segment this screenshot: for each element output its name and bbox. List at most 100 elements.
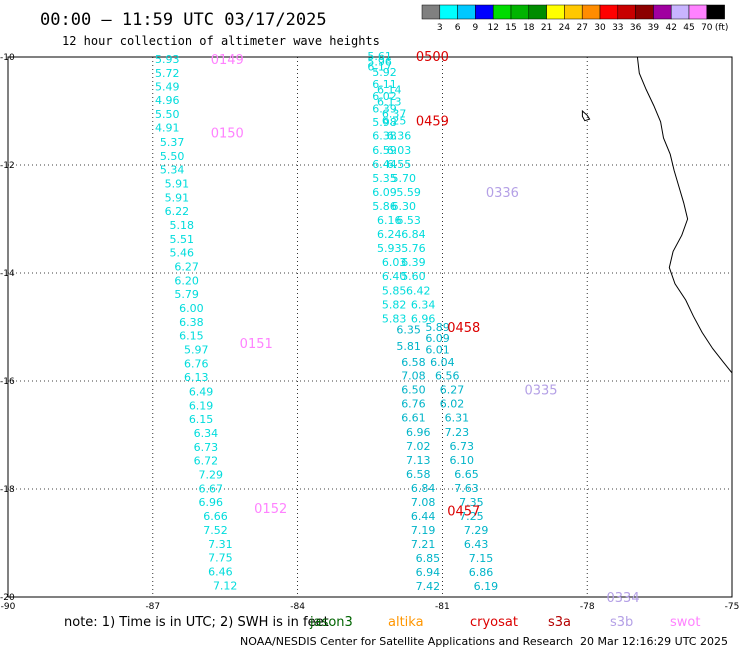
legend-label: 6 — [455, 23, 461, 33]
wave-height-value: 6.15 — [179, 330, 204, 343]
wave-height-value: 7.29 — [198, 468, 223, 481]
wave-height-value: 7.21 — [411, 538, 436, 551]
note-text: note: 1) Time is in UTC; 2) SWH is in fe… — [64, 615, 329, 630]
legend-label: 18 — [523, 23, 535, 33]
pass-time-label: 0152 — [254, 502, 287, 517]
wave-height-value: 6.11 — [372, 78, 397, 91]
wave-height-value: 7.15 — [469, 552, 494, 565]
wave-height-value: 5.82 — [382, 298, 407, 311]
wave-height-value: 5.51 — [170, 233, 195, 246]
wave-height-value: 6.22 — [165, 205, 190, 218]
wave-height-value: 6.31 — [445, 412, 470, 425]
legend-swatch — [564, 4, 583, 20]
legend-label: 70 — [701, 23, 713, 33]
legend-swatch — [653, 4, 672, 20]
satellite-name: jason3 — [309, 615, 353, 630]
wave-height-value: 5.93 — [155, 53, 180, 66]
legend-label: 36 — [630, 23, 642, 33]
wave-height-value: 6.84 — [411, 482, 436, 495]
wave-height-value: 6.96 — [198, 496, 223, 509]
legend-swatch — [475, 4, 494, 20]
wave-height-value: 6.96 — [411, 312, 436, 325]
plot-area: 5.935.725.494.965.504.915.375.505.345.91… — [7, 50, 733, 606]
wave-height-value: 6.14 — [377, 83, 402, 96]
wave-height-value: 6.49 — [189, 385, 214, 398]
wave-height-value: 6.16 — [377, 214, 402, 227]
wave-height-value: 7.23 — [445, 426, 470, 439]
legend-swatch — [670, 4, 690, 20]
wave-height-value: 7.35 — [459, 496, 484, 509]
wave-height-value: 6.84 — [401, 228, 426, 241]
legend-swatch — [546, 4, 565, 20]
page-title: 00:00 – 11:59 UTC 03/17/2025 — [40, 10, 327, 30]
wave-height-values: 5.935.725.494.965.504.915.375.505.345.91… — [155, 50, 498, 593]
legend-label: 21 — [541, 23, 552, 33]
wave-height-value: 6.36 — [387, 129, 412, 142]
wave-height-value: 5.50 — [155, 108, 180, 121]
wave-height-value: 5.91 — [165, 177, 190, 190]
wave-height-value: 7.75 — [208, 552, 233, 565]
legend-swatch — [635, 4, 654, 20]
wave-height-value: 5.61 — [367, 50, 392, 63]
wave-height-value: 6.02 — [440, 398, 465, 411]
wave-height-value: 7.52 — [203, 524, 228, 537]
pass-time-label: 0151 — [240, 337, 273, 352]
lat-tick-label: -16 — [0, 377, 15, 387]
wave-height-value: 5.34 — [160, 163, 185, 176]
legend-swatch — [581, 4, 601, 20]
wave-height-value: 6.73 — [194, 441, 219, 454]
wave-height-value: 5.93 — [377, 242, 402, 255]
legend-swatch — [510, 4, 530, 20]
legend-label: 9 — [473, 23, 479, 33]
wave-height-value: 5.70 — [392, 172, 417, 185]
wave-height-value: 6.76 — [184, 358, 209, 371]
pass-time-label: 0457 — [447, 505, 480, 520]
wave-height-value: 5.50 — [160, 150, 185, 163]
wave-height-value: 6.76 — [401, 398, 426, 411]
wave-height-value: 6.50 — [401, 384, 426, 397]
wave-height-value: 6.42 — [406, 284, 431, 297]
legend-label: 33 — [612, 23, 623, 33]
wave-height-value: 6.38 — [179, 316, 204, 329]
wave-height-value: 6.46 — [208, 566, 233, 579]
legend-swatch — [599, 4, 619, 20]
wave-height-value: 7.31 — [208, 538, 233, 551]
wave-height-value: 6.40 — [382, 270, 407, 283]
credit-org: NOAA/NESDIS Center for Satellite Applica… — [240, 635, 573, 648]
wave-height-value: 6.96 — [406, 426, 431, 439]
wave-height-value: 6.01 — [425, 344, 450, 357]
legend-swatch — [706, 4, 725, 20]
wave-height-value: 6.15 — [189, 413, 214, 426]
legend-label: 15 — [505, 23, 516, 33]
legend-unit: (ft) — [715, 23, 729, 33]
legend-swatch — [492, 4, 512, 20]
wave-height-value: 6.19 — [189, 399, 214, 412]
legend-label: 12 — [487, 23, 498, 33]
wave-height-value: 5.91 — [165, 191, 190, 204]
wave-height-value: 6.25 — [382, 115, 407, 128]
wave-height-value: 7.08 — [411, 496, 436, 509]
pass-time-label: 0459 — [416, 115, 449, 130]
lon-tick-label: -78 — [580, 602, 595, 612]
wave-height-value: 6.55 — [387, 158, 412, 171]
wave-height-value: 5.46 — [170, 246, 195, 259]
wave-height-value: 5.86 — [372, 200, 397, 213]
wave-height-value: 6.86 — [469, 566, 494, 579]
pass-time-label: 0150 — [211, 127, 244, 142]
legend-swatch — [421, 4, 441, 20]
wave-height-value: 5.72 — [155, 67, 180, 80]
legend-swatch — [617, 4, 636, 20]
wave-height-value: 5.97 — [184, 344, 209, 357]
wave-height-value: 6.94 — [416, 566, 441, 579]
wave-height-value: 6.13 — [377, 95, 402, 108]
wave-height-value: 6.39 — [401, 256, 426, 269]
wave-height-value: 5.83 — [382, 312, 407, 325]
wave-height-value: 5.49 — [155, 81, 180, 94]
wave-height-value: 7.08 — [401, 370, 426, 383]
wave-height-value: 6.44 — [411, 510, 436, 523]
wave-height-value: 7.12 — [213, 580, 238, 593]
wave-height-value: 6.35 — [396, 324, 421, 337]
pass-time-label: 0336 — [486, 186, 519, 201]
wave-height-value: 6.39 — [372, 102, 397, 115]
wave-height-value: 6.72 — [194, 454, 219, 467]
